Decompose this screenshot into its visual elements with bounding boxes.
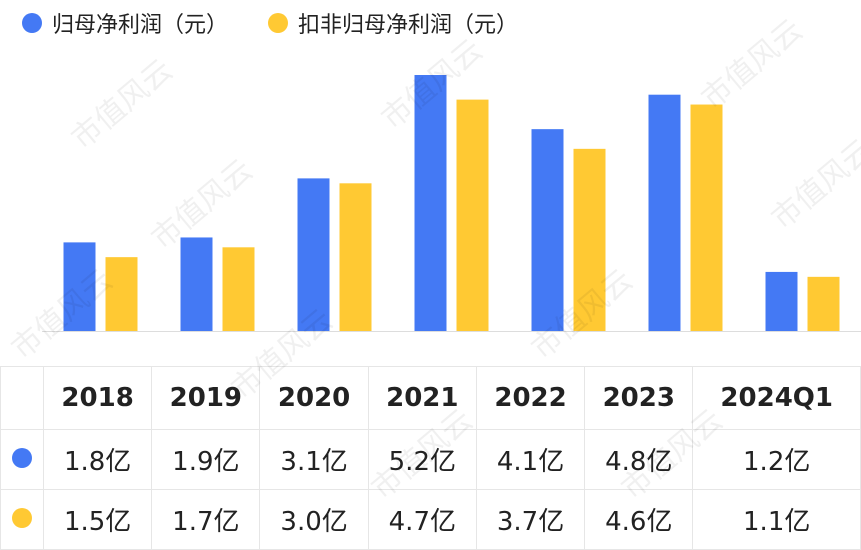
table-cell: 4.8亿 xyxy=(584,429,694,490)
bar-series2-2021 xyxy=(456,99,489,331)
row-marker-series1 xyxy=(0,429,44,490)
bar-series1-2024Q1 xyxy=(765,271,798,331)
bar-series2-2023 xyxy=(690,104,723,332)
bar-series1-2020 xyxy=(297,178,330,331)
table-cell: 4.7亿 xyxy=(367,489,477,550)
series1-dot xyxy=(12,447,32,468)
bar-series1-2023 xyxy=(648,94,681,331)
table-cell: 3.0亿 xyxy=(259,489,369,550)
legend-label-series1: 归母净利润（元） xyxy=(52,13,229,38)
table-cell: 1.2亿 xyxy=(692,429,861,490)
series2-dot xyxy=(12,507,32,528)
table-cell: 1.9亿 xyxy=(151,429,261,490)
table-cell: 4.6亿 xyxy=(584,489,694,550)
table-cell: 3.1亿 xyxy=(259,429,369,490)
bar-series1-2022 xyxy=(531,129,564,331)
row-marker-series2 xyxy=(0,489,44,550)
table-row-series1: 1.8亿 1.9亿 3.1亿 5.2亿 4.1亿 4.8亿 1.2亿 xyxy=(0,429,861,490)
table-cell: 3.7亿 xyxy=(475,489,586,550)
legend-label-series2: 扣非归母净利润（元） xyxy=(298,13,519,38)
bar-series2-2022 xyxy=(573,148,606,331)
bar-series2-2019 xyxy=(222,247,255,331)
table-header-cell: 2022 xyxy=(475,366,586,430)
table-cell: 4.1亿 xyxy=(475,429,586,490)
legend-item-series1: 归母净利润（元） xyxy=(22,7,228,39)
legend-dot-series1 xyxy=(22,13,42,33)
table-header-empty xyxy=(0,366,44,430)
bar-series2-2024Q1 xyxy=(807,276,840,331)
table-header-row: 2018 2019 2020 2021 2022 2023 2024Q1 xyxy=(0,366,861,430)
bar-series1-2021 xyxy=(414,75,447,331)
bar-series1-2019 xyxy=(180,237,213,331)
bar-series2-2020 xyxy=(339,183,372,331)
data-table: 2018 2019 2020 2021 2022 2023 2024Q1 1.8… xyxy=(0,366,861,550)
bar-chart xyxy=(42,75,861,332)
legend-item-series2: 扣非归母净利润（元） xyxy=(268,7,518,39)
table-cell: 1.5亿 xyxy=(42,489,153,550)
table-header-cell: 2019 xyxy=(151,366,261,430)
table-cell: 1.7亿 xyxy=(151,489,261,550)
table-header-cell: 2023 xyxy=(584,366,694,430)
chart-legend: 归母净利润（元） 扣非归母净利润（元） xyxy=(22,7,558,39)
table-header-cell: 2020 xyxy=(259,366,369,430)
table-header-cell: 2024Q1 xyxy=(692,366,861,430)
table-header-cell: 2021 xyxy=(367,366,477,430)
table-row-series2: 1.5亿 1.7亿 3.0亿 4.7亿 3.7亿 4.6亿 1.1亿 xyxy=(0,489,861,550)
table-cell: 1.1亿 xyxy=(692,489,861,550)
legend-dot-series2 xyxy=(268,13,289,33)
bar-series1-2018 xyxy=(63,242,96,331)
table-cell: 1.8亿 xyxy=(42,429,153,490)
bar-series2-2018 xyxy=(105,257,138,331)
table-cell: 5.2亿 xyxy=(367,429,477,490)
table-header-cell: 2018 xyxy=(42,366,153,430)
